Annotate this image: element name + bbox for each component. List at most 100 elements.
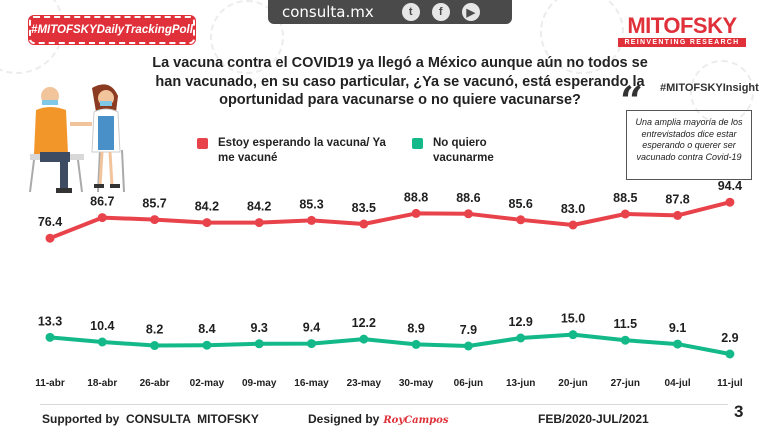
data-label: 13.3	[38, 314, 62, 328]
data-label: 94.4	[718, 179, 742, 193]
data-point	[97, 213, 107, 223]
background-virus	[690, 60, 754, 124]
data-label: 9.3	[251, 321, 268, 335]
data-label: 8.2	[146, 323, 163, 337]
data-label: 9.4	[303, 321, 320, 335]
data-point	[307, 339, 316, 349]
x-tick-label: 18-abr	[87, 378, 117, 389]
brand-tagline: REINVENTING RESEARCH	[618, 38, 746, 47]
data-label: 7.9	[460, 323, 477, 337]
data-label: 83.0	[561, 202, 585, 216]
data-label: 2.9	[721, 331, 738, 345]
legend-item-waiting: Estoy esperando la vacuna/ Ya me vacuné	[197, 136, 388, 166]
data-label: 12.2	[352, 316, 376, 330]
footer-date-range: FEB/2020-JUL/2021	[538, 412, 649, 426]
x-tick-label: 27-jun	[611, 378, 640, 389]
x-tick-label: 20-jun	[558, 378, 587, 389]
data-label: 8.4	[198, 322, 215, 336]
data-point	[411, 208, 421, 218]
data-point	[516, 333, 526, 343]
insight-text: Una amplia mayoría de los entrevistados …	[635, 117, 743, 162]
patient-icon	[34, 87, 72, 193]
designer-signature: RoyCampos	[383, 415, 449, 426]
data-label: 10.4	[90, 319, 114, 333]
background-virus	[210, 0, 284, 74]
vaccination-illustration	[29, 84, 125, 193]
site-link[interactable]: consulta.mx	[282, 3, 374, 21]
legend-item-refuse: No quiero vacunarme	[412, 136, 523, 166]
data-point	[411, 339, 421, 349]
data-point	[307, 215, 316, 225]
data-point	[725, 197, 735, 207]
data-label: 84.2	[195, 200, 219, 214]
footer-divider	[40, 404, 728, 405]
data-point	[516, 215, 526, 225]
data-point	[568, 220, 578, 230]
data-label: 87.8	[665, 192, 689, 206]
brand-name: MITOFSKY	[627, 13, 737, 38]
x-tick-label: 04-jul	[665, 378, 691, 389]
data-label: 12.9	[509, 315, 533, 329]
data-label: 88.8	[404, 190, 428, 204]
data-label: 88.6	[456, 191, 480, 205]
x-tick-label: 16-may	[294, 378, 329, 389]
data-point	[202, 340, 212, 350]
x-tick-label: 11-jul	[717, 378, 743, 389]
quote-icon: “	[620, 78, 644, 125]
x-tick-label: 09-may	[242, 378, 277, 389]
data-point	[45, 332, 55, 342]
youtube-icon[interactable]: ▶	[461, 3, 480, 21]
data-point	[150, 341, 160, 351]
data-label: 84.2	[247, 200, 271, 214]
data-point	[463, 209, 473, 219]
data-point	[97, 337, 107, 347]
data-point	[620, 209, 630, 219]
data-point	[45, 233, 55, 243]
x-tick-label: 23-may	[347, 378, 382, 389]
footer-designed-label: Designed by	[308, 412, 380, 426]
series-line-1	[49, 332, 731, 356]
data-point	[725, 349, 735, 359]
data-label: 85.7	[142, 197, 166, 211]
data-point	[359, 219, 369, 229]
series-line-0	[49, 200, 731, 241]
insight-box: Una amplia mayoría de los entrevistados …	[626, 110, 752, 180]
insight-tag: #MITOFSKYInsight	[660, 82, 759, 94]
data-label: 8.9	[407, 321, 424, 335]
legend-label-waiting: Estoy esperando la vacuna/ Ya me vacuné	[218, 137, 386, 164]
data-label: 15.0	[561, 312, 585, 326]
x-tick-label: 13-jun	[506, 378, 535, 389]
legend-swatch-green	[412, 138, 423, 149]
data-label: 85.3	[299, 197, 323, 211]
data-point	[254, 339, 264, 349]
data-label: 11.5	[613, 317, 637, 331]
nurse-icon	[70, 84, 121, 188]
x-tick-label: 26-abr	[140, 378, 170, 389]
data-point	[202, 218, 212, 228]
data-label: 85.6	[509, 197, 533, 211]
data-point	[568, 330, 578, 340]
data-point	[620, 335, 630, 345]
line-chart: 76.4 86.7 85.7 84.2 84.2 85.3 83.5 88.8 88.6 85.6…	[35, 179, 743, 389]
page-number: 3	[734, 402, 744, 421]
twitter-icon[interactable]: t	[401, 3, 420, 21]
data-label: 9.1	[669, 321, 686, 335]
data-point	[254, 218, 264, 228]
footer-supported: Supported by CONSULTA MITOFSKY	[42, 412, 259, 426]
data-point	[673, 339, 683, 349]
background-virus	[540, 0, 624, 74]
facebook-icon[interactable]: f	[431, 3, 450, 21]
data-point	[463, 341, 473, 351]
data-label: 83.5	[352, 201, 376, 215]
top-bar: consulta.mx t f ▶	[268, 0, 512, 24]
chart-title: La vacuna contra el COVID19 ya llegó a M…	[152, 55, 648, 108]
x-tick-label: 02-may	[190, 378, 225, 389]
x-tick-label: 30-may	[399, 378, 434, 389]
x-tick-label: 11-abr	[35, 378, 65, 389]
footer-designed: Designed by RoyCampos	[308, 412, 448, 426]
data-point	[359, 334, 369, 344]
data-label: 88.5	[613, 191, 637, 205]
brand-logo: MITOFSKY REINVENTING RESEARCH	[618, 14, 746, 47]
legend-swatch-red	[197, 138, 208, 149]
legend-label-refuse: No quiero vacunarme	[433, 137, 494, 164]
